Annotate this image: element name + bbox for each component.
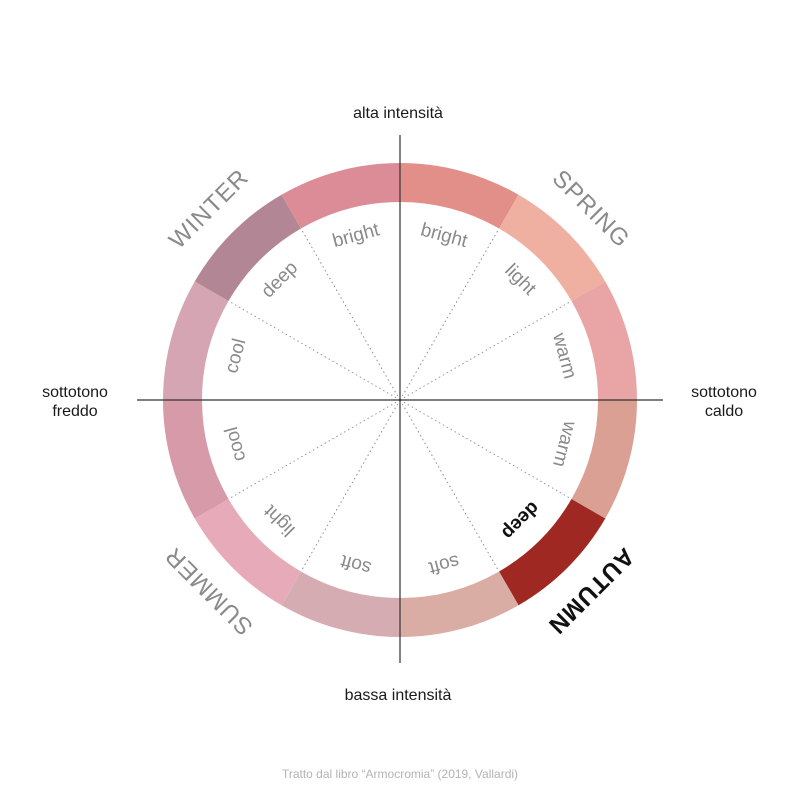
divider-line-5: [399, 399, 572, 500]
axis-label-right-line2: caldo: [705, 403, 743, 420]
segment-label-7: soft: [338, 550, 374, 578]
divider-line-6: [399, 399, 500, 572]
ring-segment-11: [194, 194, 301, 301]
ring-segment-4: [571, 400, 637, 519]
ring-segment-3: [571, 281, 637, 400]
segment-label-5: deep: [497, 497, 543, 543]
segment-label-6: soft: [426, 550, 462, 578]
ring-segment-12: [281, 163, 400, 229]
segment-label-10: cool: [221, 336, 250, 375]
segment-label-2: light: [500, 260, 540, 300]
axis-label-bottom: bassa intensità: [345, 687, 452, 704]
segment-label-4: warm: [548, 418, 581, 469]
segment-label-12: bright: [330, 219, 382, 252]
ring-segment-9: [163, 400, 229, 519]
divider-line-11: [228, 300, 401, 401]
segment-label-1: bright: [418, 219, 470, 252]
axis-label-right-line1: sottotono: [691, 384, 757, 401]
segment-label-8: light: [260, 500, 300, 540]
axis-label-left-line2: freddo: [52, 403, 97, 420]
segment-label-3: warm: [548, 330, 581, 381]
ring-segment-5: [499, 499, 606, 606]
segment-label-11: deep: [257, 257, 302, 302]
divider-line-8: [300, 399, 401, 572]
divider-line-2: [399, 228, 500, 401]
ring-segment-1: [400, 163, 519, 229]
color-ring: [163, 163, 637, 637]
axis-label-left-line1: sottotono: [42, 384, 108, 401]
axis-label-top: alta intensità: [353, 105, 443, 122]
segment-label-9: cool: [221, 424, 250, 463]
divider-line-3: [399, 300, 572, 401]
ring-segment-6: [400, 571, 519, 637]
ring-segment-10: [163, 281, 229, 400]
divider-line-9: [228, 399, 401, 500]
ring-segment-2: [499, 194, 606, 301]
ring-segment-7: [281, 571, 400, 637]
source-credit: Tratto dal libro “Armocromia” (2019, Val…: [282, 767, 518, 781]
divider-line-12: [300, 228, 401, 401]
ring-segment-8: [194, 499, 301, 606]
